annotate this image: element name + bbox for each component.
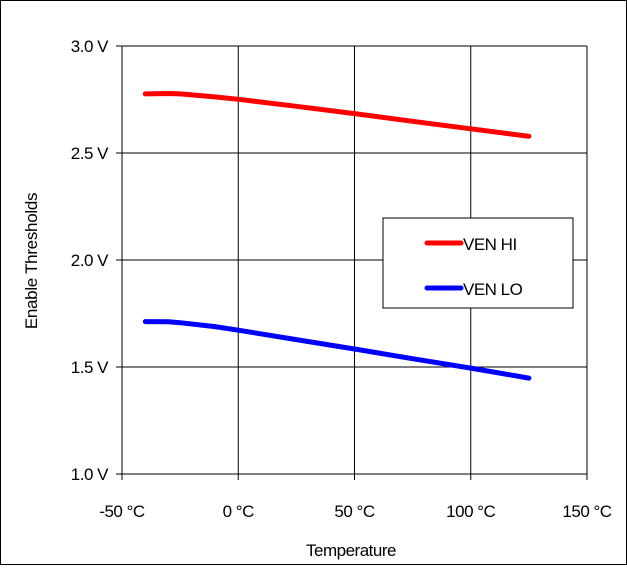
y-tick-label: 3.0 V — [71, 37, 109, 56]
x-axis-label: Temperature — [306, 541, 396, 560]
legend-layer: VEN HI VEN LO — [383, 218, 573, 308]
y-axis-label: Enable Thresholds — [22, 193, 41, 329]
x-tick-label: 150 °C — [562, 502, 611, 521]
series-line-ven-lo — [145, 322, 529, 379]
y-tick-label: 2.0 V — [71, 251, 109, 270]
series-line-ven-hi — [145, 94, 529, 137]
x-tick-label: 50 °C — [334, 502, 374, 521]
legend-label-ven-hi: VEN HI — [463, 235, 517, 254]
legend-label-ven-lo: VEN LO — [463, 280, 523, 299]
y-tick-label: 1.5 V — [71, 358, 109, 377]
x-tick-label: -50 °C — [99, 502, 145, 521]
x-tick-label: 0 °C — [223, 502, 254, 521]
y-tick-label: 1.0 V — [71, 465, 109, 484]
x-tick-label: 100 °C — [446, 502, 495, 521]
y-tick-label: 2.5 V — [71, 144, 109, 163]
